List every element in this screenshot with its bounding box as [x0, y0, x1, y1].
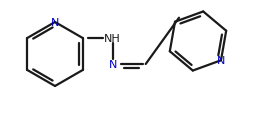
Text: N: N — [108, 60, 117, 69]
Text: N: N — [217, 56, 225, 66]
Text: NH: NH — [104, 34, 121, 44]
Text: N: N — [51, 18, 59, 28]
